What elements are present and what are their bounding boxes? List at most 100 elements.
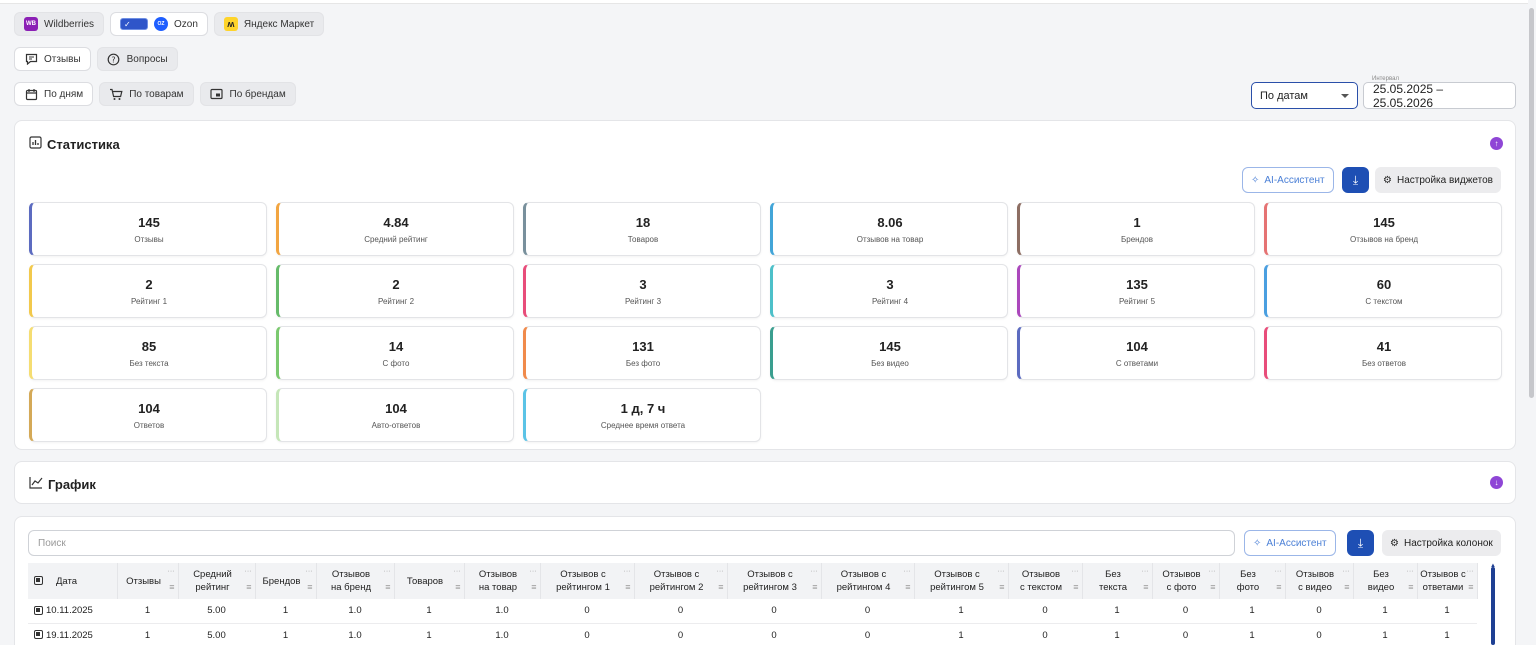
column-header[interactable]: Отзывы ··· ≡ bbox=[117, 563, 179, 599]
column-header[interactable]: Отзывов с рейтингом 4 ··· ≡ bbox=[821, 563, 915, 599]
column-drag-handle-icon[interactable]: ≡ bbox=[531, 582, 537, 592]
column-drag-handle-icon[interactable]: ≡ bbox=[1210, 582, 1216, 592]
stat-card[interactable]: 3 Рейтинг 4 bbox=[770, 264, 1008, 318]
date-mode-select[interactable]: По датам bbox=[1251, 82, 1358, 109]
column-header[interactable]: Отзывов на товар ··· ≡ bbox=[464, 563, 541, 599]
tab-reviews[interactable]: Отзывы bbox=[14, 47, 91, 71]
column-drag-handle-icon[interactable]: ≡ bbox=[812, 582, 818, 592]
column-menu-icon[interactable]: ··· bbox=[167, 568, 175, 575]
stat-card[interactable]: 145 Отзывов на бренд bbox=[1264, 202, 1502, 256]
stat-card[interactable]: 131 Без фото bbox=[523, 326, 761, 380]
tab-questions[interactable]: ? Вопросы bbox=[96, 47, 178, 71]
column-header[interactable]: Отзывов с ответами ··· ≡ bbox=[1417, 563, 1478, 599]
widget-settings-button[interactable]: ⚙ Настройка виджетов bbox=[1375, 167, 1501, 193]
column-header[interactable]: Отзывов с видео ··· ≡ bbox=[1285, 563, 1354, 599]
column-header[interactable]: Без фото ··· ≡ bbox=[1219, 563, 1286, 599]
column-settings-button[interactable]: ⚙ Настройка колонок bbox=[1382, 530, 1501, 556]
stat-card[interactable]: 2 Рейтинг 1 bbox=[29, 264, 267, 318]
column-header[interactable]: Средний рейтинг ··· ≡ bbox=[178, 563, 256, 599]
table-scroll-up-icon[interactable]: ▲ bbox=[1490, 563, 1496, 569]
column-header[interactable]: Товаров ··· ≡ bbox=[394, 563, 465, 599]
column-drag-handle-icon[interactable]: ≡ bbox=[1468, 582, 1474, 592]
stat-card[interactable]: 104 Авто-ответов bbox=[276, 388, 514, 442]
column-drag-handle-icon[interactable]: ≡ bbox=[169, 582, 175, 592]
column-menu-icon[interactable]: ··· bbox=[1466, 568, 1474, 575]
marketplace-tab-wildberries[interactable]: WB Wildberries bbox=[14, 12, 105, 36]
column-header[interactable]: Отзывов на бренд ··· ≡ bbox=[316, 563, 395, 599]
column-menu-icon[interactable]: ··· bbox=[810, 568, 818, 575]
column-drag-handle-icon[interactable]: ≡ bbox=[1073, 582, 1079, 592]
page-scrollbar[interactable] bbox=[1529, 8, 1534, 398]
table-row[interactable]: 19.11.2025 1 5.00 1 1.0 1 1.0 0 0 0 0 1 0 1 0 1 0 1 1 bbox=[28, 623, 1477, 645]
table-scrollbar[interactable] bbox=[1491, 567, 1495, 645]
column-header[interactable]: Отзывов с рейтингом 5 ··· ≡ bbox=[914, 563, 1009, 599]
stat-card[interactable]: 135 Рейтинг 5 bbox=[1017, 264, 1255, 318]
column-menu-icon[interactable]: ··· bbox=[529, 568, 537, 575]
select-all-checkbox[interactable] bbox=[34, 576, 43, 586]
column-menu-icon[interactable]: ··· bbox=[716, 568, 724, 575]
column-menu-icon[interactable]: ··· bbox=[453, 568, 461, 575]
stat-card[interactable]: 14 С фото bbox=[276, 326, 514, 380]
column-header-date[interactable]: Дата bbox=[28, 563, 118, 599]
column-header[interactable]: Без видео ··· ≡ bbox=[1353, 563, 1418, 599]
stat-card[interactable]: 18 Товаров bbox=[523, 202, 761, 256]
column-menu-icon[interactable]: ··· bbox=[623, 568, 631, 575]
stat-card[interactable]: 145 Отзывы bbox=[29, 202, 267, 256]
column-menu-icon[interactable]: ··· bbox=[1208, 568, 1216, 575]
column-drag-handle-icon[interactable]: ≡ bbox=[905, 582, 911, 592]
column-menu-icon[interactable]: ··· bbox=[383, 568, 391, 575]
column-drag-handle-icon[interactable]: ≡ bbox=[385, 582, 391, 592]
stats-collapse-icon[interactable]: ↑ bbox=[1490, 137, 1503, 150]
column-menu-icon[interactable]: ··· bbox=[244, 568, 252, 575]
stat-card[interactable]: 41 Без ответов bbox=[1264, 326, 1502, 380]
stat-card[interactable]: 8.06 Отзывов на товар bbox=[770, 202, 1008, 256]
column-menu-icon[interactable]: ··· bbox=[1342, 568, 1350, 575]
column-menu-icon[interactable]: ··· bbox=[997, 568, 1005, 575]
column-header[interactable]: Без текста ··· ≡ bbox=[1082, 563, 1153, 599]
stats-ai-assistant-button[interactable]: ✧ AI-Ассистент bbox=[1242, 167, 1334, 193]
marketplace-tab-ozon[interactable]: ✓ OZ Ozon bbox=[110, 12, 208, 36]
stat-card[interactable]: 4.84 Средний рейтинг bbox=[276, 202, 514, 256]
column-drag-handle-icon[interactable]: ≡ bbox=[1143, 582, 1149, 592]
column-drag-handle-icon[interactable]: ≡ bbox=[307, 582, 313, 592]
ozon-toggle[interactable]: ✓ bbox=[120, 18, 149, 30]
date-interval-field[interactable]: 25.05.2025 – 25.05.2026 bbox=[1363, 82, 1516, 110]
column-menu-icon[interactable]: ··· bbox=[903, 568, 911, 575]
column-drag-handle-icon[interactable]: ≡ bbox=[718, 582, 724, 592]
column-drag-handle-icon[interactable]: ≡ bbox=[455, 582, 461, 592]
column-menu-icon[interactable]: ··· bbox=[1141, 568, 1149, 575]
stat-card[interactable]: 60 С текстом bbox=[1264, 264, 1502, 318]
tab-by-products[interactable]: По товарам bbox=[99, 82, 194, 106]
stat-card[interactable]: 1 Брендов bbox=[1017, 202, 1255, 256]
column-drag-handle-icon[interactable]: ≡ bbox=[1408, 582, 1414, 592]
row-checkbox[interactable] bbox=[34, 606, 43, 616]
column-menu-icon[interactable]: ··· bbox=[1406, 568, 1414, 575]
column-drag-handle-icon[interactable]: ≡ bbox=[246, 582, 252, 592]
column-menu-icon[interactable]: ··· bbox=[1071, 568, 1079, 575]
stat-card[interactable]: 104 Ответов bbox=[29, 388, 267, 442]
stat-card[interactable]: 145 Без видео bbox=[770, 326, 1008, 380]
stat-card[interactable]: 1 д, 7 ч Среднее время ответа bbox=[523, 388, 761, 442]
stats-download-button[interactable]: ⤓ bbox=[1342, 167, 1369, 193]
column-header[interactable]: Отзывов с текстом ··· ≡ bbox=[1008, 563, 1083, 599]
column-header[interactable]: Отзывов с рейтингом 3 ··· ≡ bbox=[727, 563, 822, 599]
graph-expand-icon[interactable]: ↓ bbox=[1490, 476, 1503, 489]
column-drag-handle-icon[interactable]: ≡ bbox=[1344, 582, 1350, 592]
column-menu-icon[interactable]: ··· bbox=[305, 568, 313, 575]
tab-by-brands[interactable]: По брендам bbox=[199, 82, 296, 106]
column-header[interactable]: Отзывов с рейтингом 1 ··· ≡ bbox=[540, 563, 635, 599]
table-download-button[interactable]: ⤓ bbox=[1347, 530, 1374, 556]
stat-card[interactable]: 85 Без текста bbox=[29, 326, 267, 380]
column-drag-handle-icon[interactable]: ≡ bbox=[1276, 582, 1282, 592]
column-header[interactable]: Отзывов с фото ··· ≡ bbox=[1152, 563, 1220, 599]
stat-card[interactable]: 104 С ответами bbox=[1017, 326, 1255, 380]
column-header[interactable]: Брендов ··· ≡ bbox=[255, 563, 317, 599]
column-drag-handle-icon[interactable]: ≡ bbox=[625, 582, 631, 592]
column-drag-handle-icon[interactable]: ≡ bbox=[999, 582, 1005, 592]
row-checkbox[interactable] bbox=[34, 630, 43, 640]
marketplace-tab-yandex[interactable]: ʍ Яндекс Маркет bbox=[213, 12, 325, 36]
stat-card[interactable]: 3 Рейтинг 3 bbox=[523, 264, 761, 318]
search-input[interactable]: Поиск bbox=[28, 530, 1235, 556]
column-menu-icon[interactable]: ··· bbox=[1274, 568, 1282, 575]
stat-card[interactable]: 2 Рейтинг 2 bbox=[276, 264, 514, 318]
